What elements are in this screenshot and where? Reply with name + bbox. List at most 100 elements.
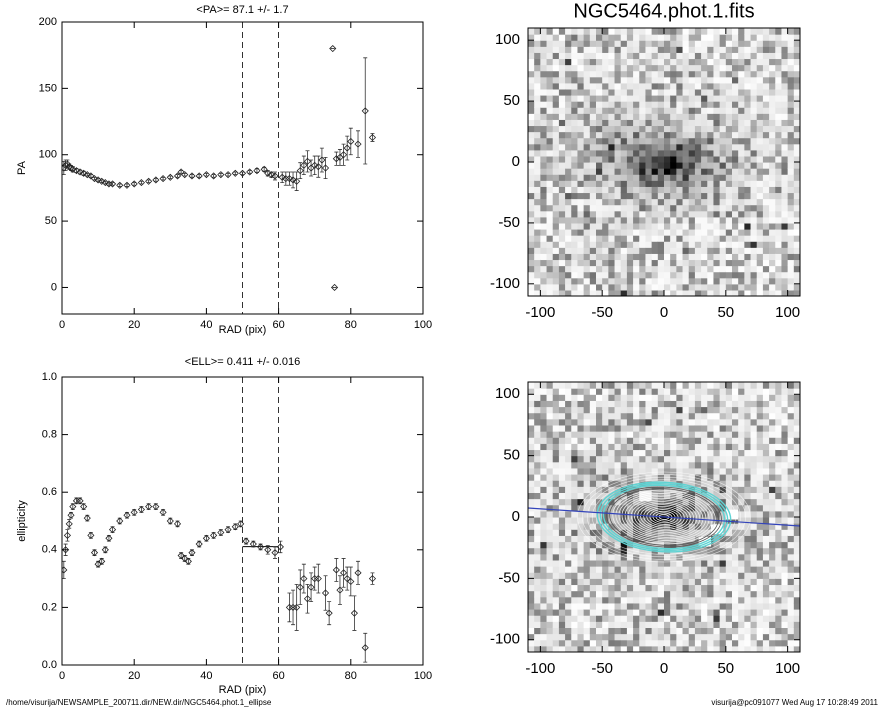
pixel bbox=[676, 621, 684, 628]
pixel bbox=[688, 504, 696, 512]
pixel bbox=[596, 504, 603, 512]
pixel bbox=[596, 277, 603, 285]
pixel bbox=[787, 76, 795, 84]
pixel bbox=[528, 627, 535, 635]
pixel bbox=[750, 210, 758, 218]
pixel bbox=[614, 143, 622, 151]
pixel bbox=[670, 162, 677, 169]
pixel bbox=[565, 547, 572, 555]
error-bar bbox=[168, 175, 173, 180]
pixel bbox=[725, 70, 733, 78]
pixel bbox=[558, 431, 566, 438]
pixel bbox=[781, 204, 789, 212]
pixel bbox=[620, 517, 628, 524]
pixel bbox=[546, 64, 554, 72]
pixel bbox=[670, 88, 677, 96]
pixel bbox=[701, 235, 708, 242]
pixel bbox=[596, 155, 603, 163]
pixel bbox=[645, 449, 653, 457]
pixel bbox=[626, 216, 634, 224]
pixel bbox=[651, 590, 659, 598]
pixel bbox=[565, 95, 572, 102]
pixel bbox=[694, 70, 702, 78]
pixel bbox=[657, 82, 665, 90]
pixel bbox=[540, 400, 548, 408]
pixel bbox=[688, 76, 696, 84]
pixel bbox=[633, 547, 640, 555]
pixel bbox=[701, 455, 708, 463]
point bbox=[314, 163, 322, 171]
pixel bbox=[596, 498, 603, 506]
pixel bbox=[676, 162, 684, 169]
pixel bbox=[744, 125, 752, 133]
point bbox=[354, 569, 362, 577]
pixel bbox=[639, 28, 646, 35]
pixel bbox=[793, 639, 800, 647]
pixel bbox=[775, 216, 782, 224]
pixel bbox=[713, 621, 721, 628]
plot-frame bbox=[61, 21, 424, 315]
image bbox=[528, 382, 800, 652]
pixel bbox=[688, 406, 696, 414]
pixel bbox=[756, 504, 764, 512]
pixel bbox=[664, 162, 671, 169]
pixel bbox=[781, 259, 789, 267]
pixel bbox=[701, 517, 708, 524]
pixel bbox=[732, 406, 739, 414]
pixel bbox=[787, 149, 795, 157]
pixel bbox=[694, 131, 702, 139]
pixel bbox=[775, 229, 782, 236]
pixel bbox=[633, 52, 640, 60]
pixel bbox=[775, 510, 782, 518]
pixel bbox=[750, 615, 758, 622]
pixel bbox=[614, 174, 622, 181]
pixel bbox=[651, 155, 659, 163]
pixel bbox=[546, 259, 554, 267]
pixel bbox=[787, 88, 795, 96]
pixel bbox=[596, 486, 603, 493]
pixel bbox=[645, 437, 653, 444]
pixel bbox=[620, 578, 628, 586]
pixel bbox=[614, 400, 622, 408]
pixel bbox=[608, 222, 616, 230]
point bbox=[296, 583, 304, 591]
pixel bbox=[750, 621, 758, 628]
pixel bbox=[707, 559, 714, 567]
pixel bbox=[596, 253, 603, 261]
pixel bbox=[546, 125, 554, 133]
pixel bbox=[664, 541, 671, 549]
pixel bbox=[775, 283, 782, 291]
pixel bbox=[701, 259, 708, 267]
pixel bbox=[744, 388, 752, 395]
pixel bbox=[552, 517, 560, 524]
pixel bbox=[682, 596, 690, 604]
pixel bbox=[577, 547, 585, 555]
pixel bbox=[558, 394, 566, 401]
pixel bbox=[534, 125, 541, 133]
pixel bbox=[707, 241, 714, 248]
pixel bbox=[664, 517, 671, 524]
pixel bbox=[725, 547, 733, 555]
error-bar bbox=[316, 563, 321, 594]
pixel bbox=[775, 535, 782, 543]
pixel bbox=[589, 265, 597, 273]
pixel bbox=[552, 271, 560, 279]
pixel bbox=[608, 645, 616, 652]
pixel bbox=[534, 590, 541, 598]
pixel bbox=[707, 394, 714, 401]
pixel bbox=[552, 541, 560, 549]
pixel bbox=[571, 174, 578, 181]
pixel bbox=[762, 486, 770, 493]
pixel bbox=[688, 46, 696, 53]
pixel bbox=[750, 64, 758, 72]
pixel bbox=[540, 541, 548, 549]
pixel bbox=[651, 596, 659, 604]
point bbox=[130, 508, 138, 516]
pixel bbox=[602, 529, 609, 536]
pixel bbox=[583, 498, 591, 506]
error-bar bbox=[305, 583, 310, 614]
pixel bbox=[633, 125, 640, 133]
point bbox=[173, 172, 182, 180]
pixel bbox=[534, 578, 541, 586]
pixel bbox=[688, 461, 696, 469]
